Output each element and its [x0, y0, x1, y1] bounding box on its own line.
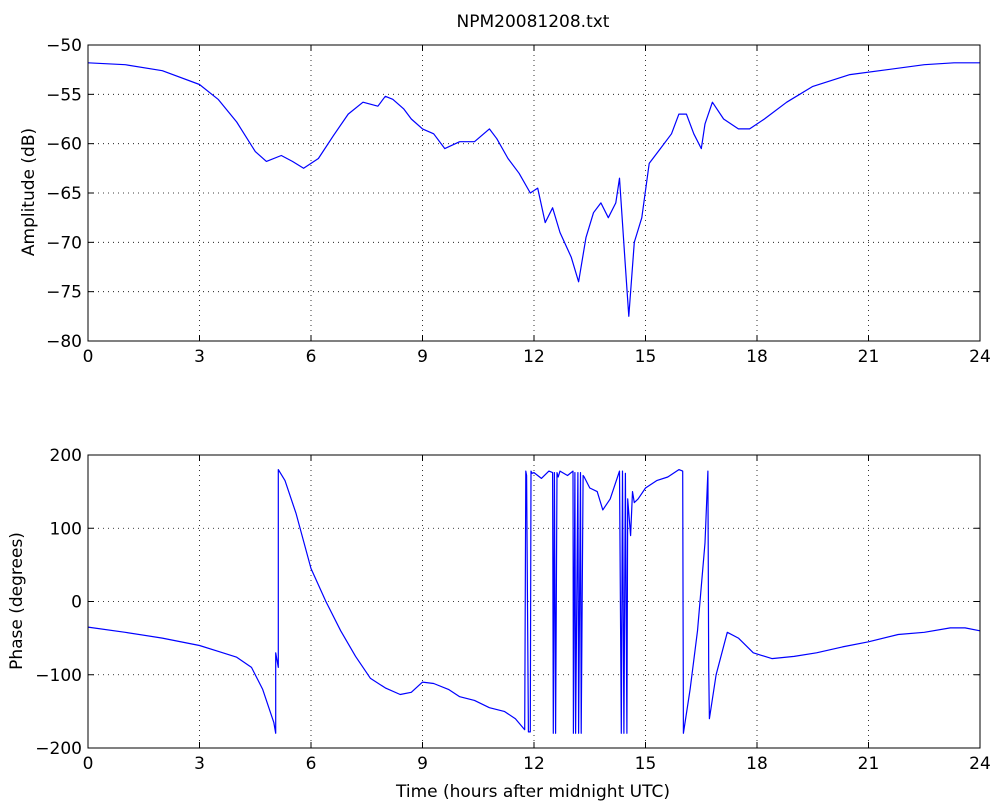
x-tick-label: 24 [969, 347, 991, 367]
y-tick-label: 100 [50, 519, 82, 539]
amplitude-series-line [87, 62, 980, 317]
x-tick-label: 0 [83, 347, 94, 367]
phase-y-axis-label: Phase (degrees) [7, 532, 27, 670]
phase-panel: 0 3 6 9 12 15 18 21 24 200 100 0 −100 −200 Time (hou… [7, 446, 991, 802]
y-tick-label: −80 [46, 332, 82, 352]
y-tick-label: −75 [46, 283, 82, 303]
y-tick-label: −65 [46, 184, 82, 204]
x-tick-label: 24 [969, 754, 991, 774]
phase-y-ticks: 200 100 0 −100 −200 [35, 446, 980, 759]
phase-grid [88, 455, 980, 748]
chart-title: NPM20081208.txt [457, 12, 610, 32]
x-tick-label: 12 [523, 754, 545, 774]
y-tick-label: −60 [46, 135, 82, 155]
x-tick-label: 21 [858, 347, 880, 367]
x-tick-label: 9 [417, 754, 428, 774]
x-tick-label: 18 [746, 754, 768, 774]
amplitude-panel: 0 3 6 9 12 15 18 21 24 −50 −55 −60 −65 −70 −75 −80 NPM… [19, 12, 991, 367]
y-tick-label: −200 [35, 739, 82, 759]
y-tick-label: −50 [46, 36, 82, 56]
x-tick-label: 18 [746, 347, 768, 367]
y-tick-label: −70 [46, 233, 82, 253]
amplitude-grid [88, 45, 980, 341]
y-tick-label: −100 [35, 666, 82, 686]
x-tick-label: 3 [194, 754, 205, 774]
x-tick-label: 6 [306, 347, 317, 367]
phase-x-axis-label: Time (hours after midnight UTC) [395, 782, 670, 802]
y-tick-label: 0 [71, 593, 82, 613]
x-tick-label: 3 [194, 347, 205, 367]
x-tick-label: 15 [635, 754, 657, 774]
y-tick-label: 200 [50, 446, 82, 466]
y-tick-label: −55 [46, 85, 82, 105]
x-tick-label: 21 [858, 754, 880, 774]
x-tick-label: 12 [523, 347, 545, 367]
x-tick-label: 6 [306, 754, 317, 774]
x-tick-label: 15 [635, 347, 657, 367]
amplitude-y-ticks: −50 −55 −60 −65 −70 −75 −80 [46, 36, 980, 352]
x-tick-label: 9 [417, 347, 428, 367]
amplitude-y-axis-label: Amplitude (dB) [19, 128, 39, 256]
x-tick-label: 0 [83, 754, 94, 774]
phase-x-ticks: 0 3 6 9 12 15 18 21 24 [83, 455, 991, 774]
phase-series-line [87, 469, 981, 734]
amplitude-x-ticks: 0 3 6 9 12 15 18 21 24 [83, 45, 991, 367]
